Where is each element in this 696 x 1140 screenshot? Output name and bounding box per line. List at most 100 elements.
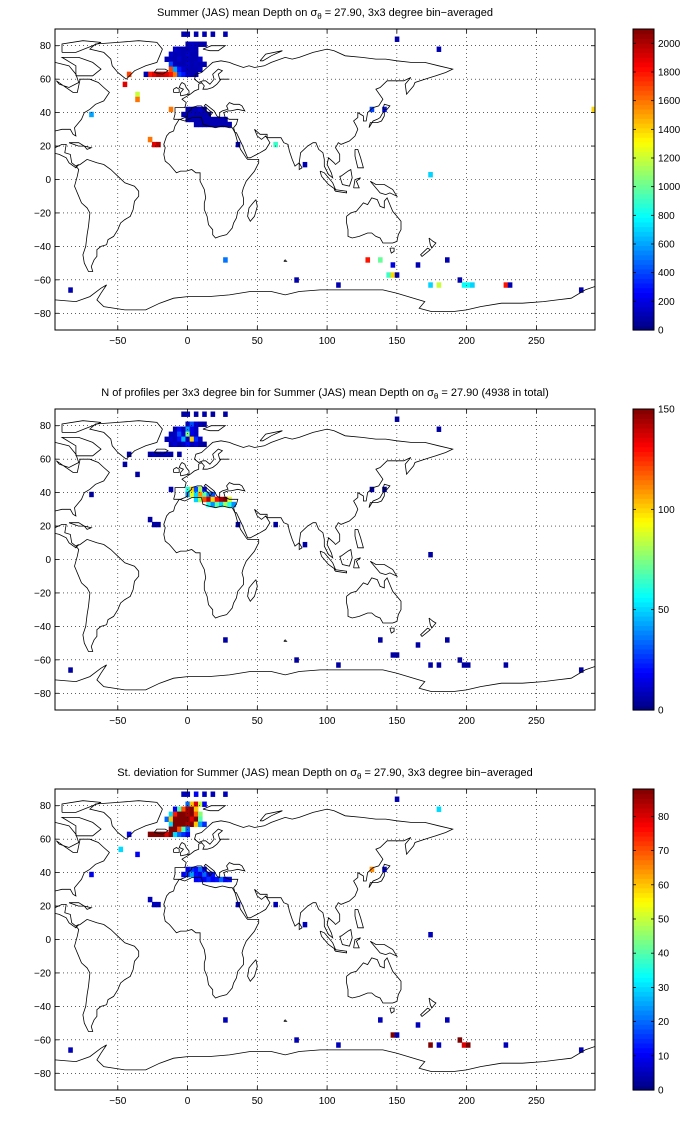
bin-cell bbox=[390, 652, 396, 658]
y-tick-label: 40 bbox=[40, 108, 52, 119]
colorbar-step bbox=[633, 878, 654, 884]
bin-cell bbox=[223, 411, 228, 417]
bin-cell bbox=[193, 791, 199, 797]
colorbar-frame bbox=[632, 28, 655, 331]
coastline-svalbard bbox=[202, 805, 227, 812]
coastline-japan bbox=[368, 489, 385, 508]
y-tick-label: −40 bbox=[34, 622, 51, 633]
colorbar-step bbox=[633, 1000, 654, 1006]
bin-cell bbox=[394, 272, 400, 278]
bin-cell bbox=[273, 521, 278, 528]
coastline-new-zealand-s bbox=[420, 627, 431, 637]
bin-cell bbox=[172, 811, 178, 817]
colorbar-step bbox=[633, 568, 654, 575]
colorbar-step bbox=[633, 1071, 654, 1077]
bin-cell bbox=[177, 436, 182, 443]
colorbar-step bbox=[633, 601, 654, 608]
bin-cell bbox=[172, 426, 178, 432]
coastline-baffin bbox=[60, 817, 102, 837]
bin-cell bbox=[177, 826, 182, 833]
bin-cell bbox=[436, 806, 442, 812]
bin-cell bbox=[223, 637, 228, 643]
y-tick-label: 0 bbox=[45, 175, 51, 186]
bin-cell bbox=[181, 426, 186, 432]
bin-cell bbox=[210, 501, 216, 508]
x-tick-label: 100 bbox=[319, 1096, 336, 1107]
bin-cell bbox=[172, 431, 178, 437]
bin-cell bbox=[68, 1047, 73, 1053]
colorbar-step bbox=[633, 207, 654, 214]
coastline-philippines bbox=[354, 149, 364, 169]
bin-cell bbox=[202, 41, 207, 47]
colorbar-step bbox=[633, 592, 654, 598]
bin-cell bbox=[394, 652, 400, 658]
colorbar-step bbox=[633, 963, 654, 969]
colorbar-tick-label: 1200 bbox=[658, 154, 681, 165]
bin-cell bbox=[206, 876, 211, 883]
bin-cell bbox=[214, 121, 220, 128]
colorbar-step bbox=[633, 1061, 654, 1068]
coastline-britain bbox=[178, 841, 190, 857]
colorbar-tick-label: 100 bbox=[658, 505, 675, 516]
bin-cell bbox=[198, 816, 203, 823]
colorbar-step bbox=[633, 883, 654, 889]
bin-cell bbox=[206, 121, 211, 128]
colorbar-step bbox=[633, 793, 654, 800]
bin-cell bbox=[415, 642, 421, 648]
colorbar-step bbox=[633, 691, 654, 697]
bin-cell bbox=[126, 831, 132, 838]
bin-cell bbox=[193, 806, 199, 812]
colorbar: 0 50 100 150 bbox=[632, 405, 675, 717]
coastline-ireland bbox=[173, 87, 180, 93]
bin-cell bbox=[177, 71, 182, 78]
bin-cell bbox=[210, 496, 216, 503]
bin-cell bbox=[189, 811, 195, 817]
y-tick-label: 80 bbox=[40, 421, 52, 432]
bin-cell bbox=[578, 1047, 584, 1053]
coastline-victoria-island bbox=[23, 437, 48, 444]
coastline-eurasia bbox=[173, 428, 454, 559]
depth-chart: −50 0 50 100 150 200 250806040200−20−40−60−800… bbox=[34, 28, 681, 347]
bin-cell bbox=[507, 282, 513, 288]
colorbar-step bbox=[633, 47, 654, 54]
bin-cell bbox=[172, 66, 178, 73]
colorbar-step bbox=[633, 273, 654, 279]
colorbar-step bbox=[633, 625, 654, 631]
plot-area bbox=[55, 29, 595, 330]
colorbar-step bbox=[633, 840, 654, 847]
coastline-sri-lanka bbox=[298, 542, 303, 551]
bin-cell bbox=[428, 931, 433, 938]
bin-cell bbox=[193, 426, 199, 432]
bin-cell bbox=[147, 896, 153, 903]
coastline-novaya-zemlya bbox=[259, 810, 283, 822]
bin-cell bbox=[465, 282, 471, 288]
colorbar-step bbox=[633, 897, 654, 903]
bin-cell bbox=[185, 411, 191, 417]
bin-cell bbox=[223, 116, 228, 123]
bin-cell bbox=[202, 421, 207, 427]
colorbar-step bbox=[633, 427, 654, 434]
colorbar-step bbox=[633, 587, 654, 594]
colorbar-step bbox=[633, 90, 654, 96]
bin-cell bbox=[198, 436, 203, 443]
colorbar-step bbox=[633, 845, 654, 851]
colorbar-step bbox=[633, 132, 654, 138]
bin-cell bbox=[227, 121, 232, 128]
bin-cell bbox=[218, 121, 224, 128]
bin-cell bbox=[294, 277, 299, 283]
colorbar-step bbox=[633, 437, 654, 443]
bin-cell bbox=[390, 262, 396, 268]
bin-cell bbox=[185, 56, 191, 63]
colorbar-step bbox=[633, 137, 654, 143]
colorbar-step bbox=[633, 667, 654, 673]
coastline-africa bbox=[163, 117, 260, 239]
colorbar-step bbox=[633, 1019, 654, 1025]
bin-cell bbox=[193, 51, 199, 57]
colorbar-step bbox=[633, 578, 654, 584]
bin-cell bbox=[193, 871, 199, 878]
bin-cell bbox=[202, 441, 207, 448]
bin-cell bbox=[189, 491, 195, 498]
x-tick-label: 150 bbox=[389, 1096, 406, 1107]
y-tick-label: 0 bbox=[45, 555, 51, 566]
